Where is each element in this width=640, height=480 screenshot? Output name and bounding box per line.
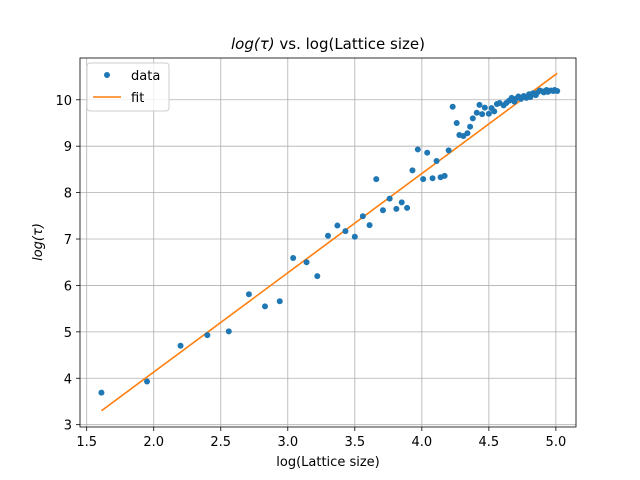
data-point	[373, 176, 380, 183]
y-tick-label: 7	[64, 233, 72, 248]
fit-line	[100, 72, 558, 412]
y-tick-label: 6	[64, 279, 72, 294]
chart-title-main: log(τ)	[231, 35, 275, 53]
legend-label-data: data	[131, 69, 160, 84]
data-point	[98, 389, 105, 396]
data-point	[314, 273, 321, 280]
data-point	[379, 207, 386, 214]
data-point	[334, 222, 341, 229]
data-point	[276, 298, 283, 305]
chart-title-rest: vs. log(Lattice size)	[275, 35, 425, 53]
y-tick-label: 10	[55, 94, 72, 109]
data-point	[445, 147, 452, 154]
y-axis-label: log(τ)	[31, 223, 46, 261]
x-axis: 1.5 2.0 2.5 3.0 3.5 4.0 4.5 5.0	[76, 427, 566, 450]
x-tick-label: 2.0	[143, 435, 164, 450]
data-point	[393, 205, 400, 212]
data-point	[225, 328, 232, 335]
y-tick-label: 3	[64, 419, 72, 434]
legend-marker-data	[104, 72, 110, 78]
data-point	[409, 167, 416, 174]
data-point	[398, 199, 405, 206]
chart-title: log(τ) vs. log(Lattice size)	[231, 35, 425, 53]
data-point	[481, 104, 488, 111]
data-point	[351, 233, 358, 240]
data-series	[98, 87, 561, 396]
data-point	[204, 332, 211, 339]
x-tick-label: 4.0	[411, 435, 432, 450]
x-tick-label: 3.5	[344, 435, 365, 450]
data-point	[144, 378, 151, 385]
data-point	[177, 342, 184, 349]
y-tick-label: 5	[64, 326, 72, 341]
data-point	[290, 255, 297, 262]
y-tick-label: 8	[64, 187, 72, 202]
data-point	[414, 146, 421, 153]
data-point	[464, 130, 471, 137]
data-point	[404, 204, 411, 211]
data-point	[386, 195, 393, 202]
data-point	[554, 87, 561, 94]
y-tick-label: 4	[64, 372, 72, 387]
grid	[80, 58, 576, 427]
data-point	[485, 110, 492, 117]
x-tick-label: 5.0	[546, 435, 567, 450]
legend: data fit	[86, 62, 170, 112]
data-point	[245, 291, 252, 298]
data-point	[342, 228, 349, 235]
x-tick-label: 3.0	[277, 435, 298, 450]
fit-series	[100, 72, 558, 412]
data-point	[449, 103, 456, 110]
data-point	[476, 101, 483, 108]
data-point	[325, 232, 331, 239]
x-tick-label: 2.5	[210, 435, 231, 450]
x-tick-label: 4.5	[479, 435, 500, 450]
data-point	[479, 111, 486, 118]
data-point	[424, 149, 431, 156]
data-point	[420, 176, 427, 183]
y-tick-label: 9	[64, 140, 72, 155]
data-point	[453, 119, 460, 126]
data-point	[491, 108, 498, 115]
y-axis: 3 4 5 6 7 8 9 10	[55, 94, 80, 434]
data-point	[359, 213, 366, 220]
x-axis-label: log(Lattice size)	[276, 455, 379, 470]
data-point	[473, 109, 480, 116]
data-point	[469, 115, 476, 122]
data-point	[366, 222, 373, 229]
x-tick-label: 1.5	[76, 435, 97, 450]
data-point	[303, 259, 310, 266]
data-point	[261, 303, 268, 310]
data-point	[441, 172, 448, 179]
data-point	[433, 158, 440, 165]
legend-label-fit: fit	[131, 91, 144, 106]
data-point	[429, 175, 436, 182]
data-point	[467, 123, 474, 130]
plot-frame	[79, 57, 577, 428]
